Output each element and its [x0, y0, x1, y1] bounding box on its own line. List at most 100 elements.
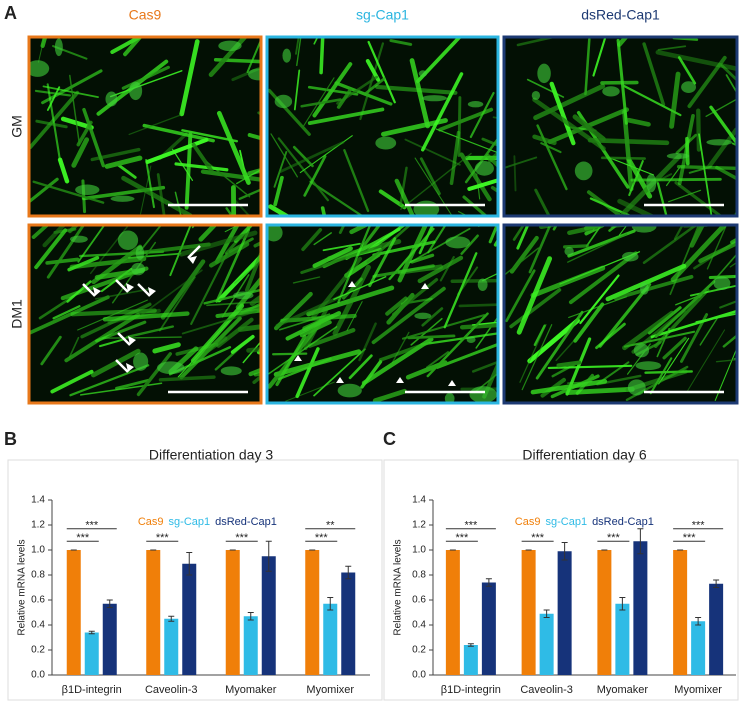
cell-fiber — [142, 123, 215, 143]
legend-entry: dsRed-Cap1 — [592, 516, 654, 528]
cell-fiber — [626, 117, 651, 127]
cell-fiber — [655, 49, 736, 71]
significance-label: *** — [85, 520, 99, 532]
cell-fiber — [533, 324, 546, 347]
cell-fiber — [190, 303, 245, 363]
cell-fiber — [397, 264, 444, 275]
bar — [243, 616, 258, 675]
cell-fiber — [169, 226, 192, 277]
cell-fiber — [696, 108, 702, 152]
cell-fiber — [642, 42, 666, 107]
cell-fiber — [642, 226, 697, 264]
y-tick-label: 1.0 — [31, 545, 45, 556]
cell-fiber — [677, 56, 697, 85]
cell-fiber — [42, 85, 99, 99]
image-border — [502, 35, 739, 218]
cell-fiber — [268, 88, 311, 136]
cell-fiber — [475, 317, 497, 349]
cell-fiber — [657, 45, 687, 51]
cell-fiber — [665, 165, 682, 187]
significance-label: *** — [683, 532, 697, 544]
cell-fiber — [670, 226, 727, 283]
cell-fiber — [673, 226, 684, 240]
cell-body — [466, 336, 476, 344]
cell-fiber — [656, 327, 671, 358]
bar — [84, 632, 99, 675]
chart-frame — [7, 459, 383, 701]
significance-label: *** — [607, 532, 621, 544]
image-border — [502, 223, 739, 405]
y-tick-label: 1.2 — [31, 520, 45, 531]
cell-fiber — [322, 242, 361, 252]
micrograph — [30, 226, 260, 402]
cell-body — [418, 70, 427, 77]
arrow-head — [128, 336, 136, 345]
cell-fiber — [533, 83, 606, 121]
cell-fiber — [275, 334, 307, 387]
cell-body — [131, 262, 146, 276]
cell-fiber — [421, 72, 464, 152]
arrowhead-marker — [396, 377, 404, 383]
cell-body — [105, 91, 118, 107]
y-tick-label: 0.0 — [412, 670, 426, 681]
y-tick-label: 0.8 — [31, 570, 45, 581]
cell-fiber — [386, 292, 415, 325]
cell-body — [574, 161, 593, 181]
cell-fiber — [417, 255, 464, 284]
y-tick-label: 0.2 — [31, 645, 45, 656]
y-tick-label: 0.8 — [412, 570, 426, 581]
y-axis-label: Relative mRNA levels — [393, 539, 404, 635]
y-axis-label: Relative mRNA levels — [17, 539, 28, 635]
chart-title: Differentiation day 3 — [149, 447, 273, 463]
cell-fiber — [67, 256, 100, 272]
legend-entry: sg-Cap1 — [169, 516, 211, 528]
cell-fiber — [158, 375, 216, 382]
y-tick-label: 0.4 — [31, 620, 45, 631]
cell-body — [474, 161, 494, 176]
cell-fiber — [181, 129, 239, 143]
error-bar — [168, 615, 175, 622]
cell-fiber — [216, 254, 260, 303]
micrograph — [30, 38, 260, 215]
bar — [225, 550, 240, 675]
cell-fiber — [206, 301, 260, 307]
cell-fiber — [706, 226, 727, 270]
cell-fiber — [720, 64, 736, 82]
cell-fiber — [367, 40, 396, 104]
cell-fiber — [565, 386, 635, 395]
cell-body — [135, 245, 145, 260]
cell-fiber — [68, 336, 80, 358]
cell-fiber — [343, 149, 370, 213]
cell-fiber — [404, 138, 461, 166]
cell-fiber — [725, 74, 736, 93]
cell-fiber — [622, 84, 682, 117]
cell-fiber — [200, 169, 260, 182]
cell-body — [30, 60, 50, 77]
arrow — [115, 359, 129, 373]
cell-body — [248, 68, 260, 81]
cell-fiber — [69, 256, 147, 270]
cell-fiber — [650, 310, 736, 339]
cell-fiber — [573, 302, 605, 343]
cell-fiber — [319, 38, 325, 75]
cell-fiber — [572, 114, 606, 142]
cell-fiber — [722, 334, 736, 348]
cell-fiber — [668, 189, 702, 203]
cell-fiber — [152, 342, 181, 354]
cell-fiber — [385, 296, 408, 316]
cell-fiber — [273, 175, 284, 207]
cell-fiber — [630, 177, 722, 182]
x-tick-label: Caveolin-3 — [520, 684, 573, 696]
bar — [557, 551, 572, 675]
cell-fiber — [198, 226, 217, 242]
x-tick-label: Myomixer — [306, 684, 354, 696]
cell-fiber — [705, 98, 736, 117]
arrow — [187, 245, 201, 259]
cell-fiber — [547, 364, 633, 369]
cell-body — [220, 366, 242, 376]
cell-fiber — [160, 259, 206, 320]
cell-fiber — [234, 264, 257, 284]
cell-fiber — [617, 198, 655, 215]
error-bar — [543, 609, 550, 618]
cell-fiber — [338, 226, 346, 235]
